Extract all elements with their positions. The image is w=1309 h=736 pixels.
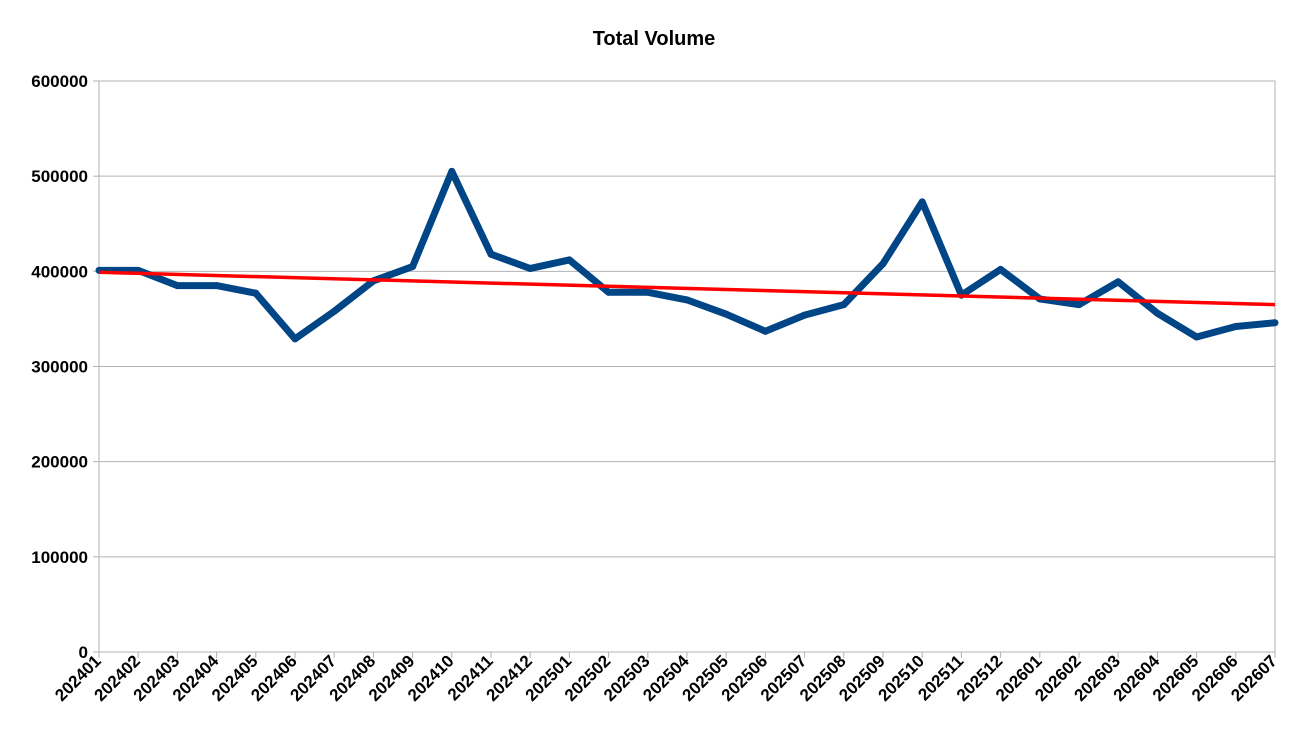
data-point [879, 260, 887, 268]
data-point [918, 198, 926, 206]
y-tick-label: 200000 [31, 453, 88, 472]
data-point [448, 167, 456, 175]
data-point [1232, 323, 1240, 331]
data-point [526, 264, 534, 272]
data-point [487, 250, 495, 258]
data-point [173, 282, 181, 290]
y-tick-label: 300000 [31, 358, 88, 377]
data-point [801, 311, 809, 319]
data-point [330, 307, 338, 315]
data-point [213, 282, 221, 290]
y-tick-label: 400000 [31, 262, 88, 281]
data-point [761, 327, 769, 335]
data-point [565, 256, 573, 264]
data-point [1193, 333, 1201, 341]
plot-area-frame [98, 80, 1276, 653]
data-point [1271, 319, 1279, 327]
trendline-layer [98, 270, 1276, 307]
data-point [1075, 301, 1083, 309]
data-point [722, 310, 730, 318]
chart-title: Total Volume [593, 28, 716, 50]
data-point [644, 288, 652, 296]
y-tick-label: 500000 [31, 167, 88, 186]
data-point [1153, 309, 1161, 317]
data-point [291, 335, 299, 343]
data-point [252, 289, 260, 297]
y-axis-tick-labels: 0 100000 200000 300000 400000 500000 600000 [31, 72, 88, 662]
data-point [1114, 278, 1122, 286]
data-point [840, 301, 848, 309]
y-tick-label: 0 [79, 643, 88, 662]
data-point [683, 296, 691, 304]
y-tick-label: 100000 [31, 548, 88, 567]
data-point [409, 263, 417, 271]
trendline [98, 270, 1276, 307]
data-point [605, 288, 613, 296]
y-tick-label: 600000 [31, 72, 88, 91]
data-point [997, 265, 1005, 273]
